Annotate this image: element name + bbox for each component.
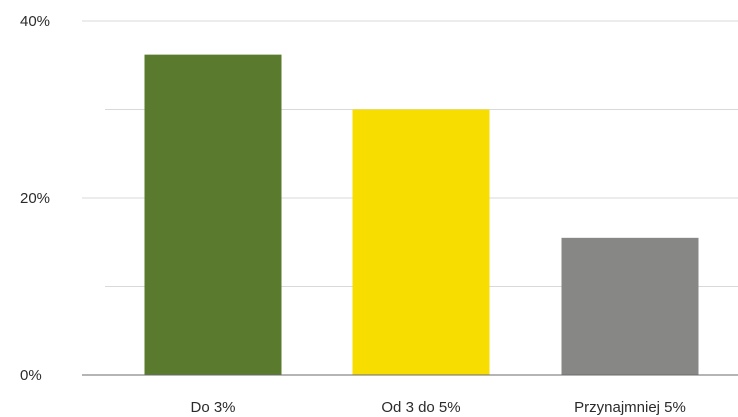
x-axis-ticks: Do 3% Od 3 do 5% Przynajmniej 5% [190, 399, 685, 416]
y-tick-label: 20% [20, 190, 50, 207]
bar-1 [144, 54, 282, 375]
bar-2 [352, 109, 490, 375]
bar-3 [561, 237, 699, 375]
x-tick-label: Przynajmniej 5% [574, 399, 686, 416]
y-tick-label: 0% [20, 367, 42, 384]
x-tick-label: Od 3 do 5% [381, 399, 460, 416]
x-tick-label: Do 3% [190, 399, 235, 416]
y-tick-label: 40% [20, 13, 50, 30]
bars [144, 54, 699, 375]
y-axis-ticks: 0% 20% 40% [20, 13, 50, 384]
